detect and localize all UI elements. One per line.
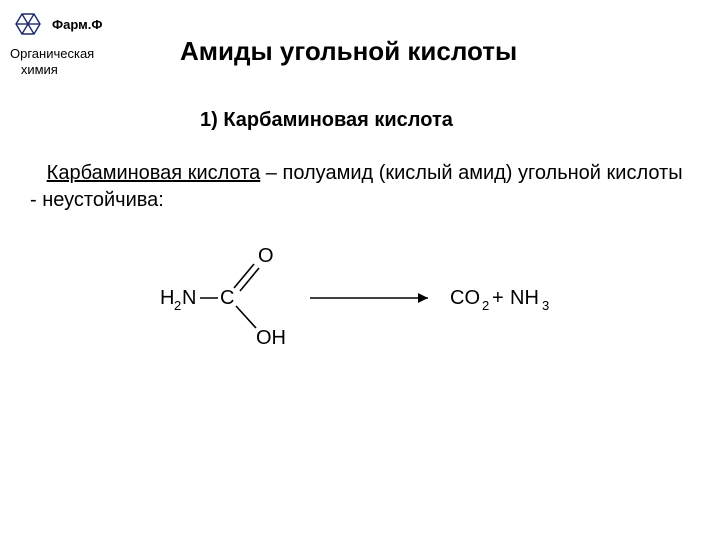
- subtitle-line-2: химия: [21, 62, 58, 77]
- product-nh3-sub: 3: [542, 298, 549, 313]
- reactant-h: H: [160, 287, 174, 309]
- molecule-icon: [10, 8, 46, 40]
- slide-header: Фарм.Ф Органическая химия Амиды угольной…: [0, 0, 720, 79]
- term-underlined: Карбаминовая кислота: [47, 162, 261, 184]
- reactant-n: N: [182, 287, 196, 309]
- product-co2-sub: 2: [482, 298, 489, 313]
- logo-row: Фарм.Ф: [10, 8, 102, 40]
- logo-label: Фарм.Ф: [52, 17, 102, 32]
- reactant-oh: OH: [256, 327, 286, 349]
- department-subtitle: Органическая химия: [10, 46, 94, 79]
- reaction-diagram: H 2 N C O OH CO 2 + NH 3: [0, 244, 720, 354]
- body-paragraph: Карбаминовая кислота – полуамид (кислый …: [0, 160, 720, 214]
- product-co: CO: [450, 287, 480, 309]
- slide-title: Амиды угольной кислоты: [180, 36, 517, 67]
- product-nh: NH: [510, 287, 539, 309]
- reactant-c: C: [220, 287, 234, 309]
- product-plus: +: [492, 287, 504, 309]
- subtitle-line-1: Органическая: [10, 46, 94, 61]
- reactant-h2-sub: 2: [174, 298, 181, 313]
- reactant-o-top: O: [258, 245, 274, 267]
- logo-block: Фарм.Ф Органическая химия: [10, 8, 140, 79]
- section-heading: 1) Карбаминовая кислота: [200, 109, 720, 132]
- reaction-arrow: [418, 293, 428, 303]
